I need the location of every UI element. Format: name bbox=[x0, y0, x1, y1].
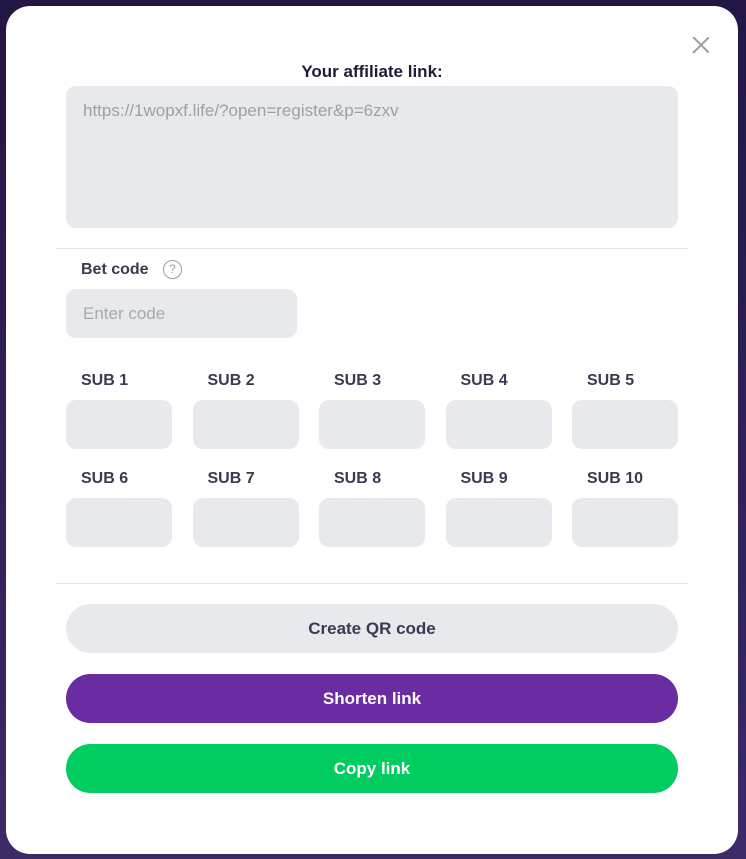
copy-link-button[interactable]: Copy link bbox=[66, 744, 678, 793]
affiliate-link-field[interactable]: https://1wopxf.life/?open=register&p=6zx… bbox=[66, 86, 678, 228]
sub-4-input[interactable] bbox=[445, 400, 552, 449]
affiliate-link-modal: Your affiliate link: https://1wopxf.life… bbox=[6, 6, 738, 854]
divider bbox=[56, 583, 688, 584]
sub-label: SUB 3 bbox=[334, 372, 382, 389]
create-qr-code-button[interactable]: Create QR code bbox=[66, 604, 678, 653]
sub-label: SUB 1 bbox=[81, 372, 129, 389]
sub-label: SUB 4 bbox=[460, 372, 508, 389]
sub-2-input[interactable] bbox=[192, 400, 299, 449]
help-icon[interactable]: ? bbox=[163, 260, 182, 279]
shorten-link-button[interactable]: Shorten link bbox=[66, 674, 678, 723]
sub-label: SUB 6 bbox=[81, 470, 129, 487]
bet-code-input[interactable] bbox=[66, 289, 297, 338]
sub-5-input[interactable] bbox=[572, 400, 678, 449]
sub-10-input[interactable] bbox=[572, 498, 678, 547]
modal-title: Your affiliate link: bbox=[301, 62, 443, 81]
bet-code-label: Bet code bbox=[81, 261, 149, 278]
sub-label: SUB 5 bbox=[587, 372, 635, 389]
close-icon[interactable] bbox=[690, 34, 712, 56]
sub-8-input[interactable] bbox=[319, 498, 425, 547]
divider bbox=[56, 248, 688, 249]
sub-label: SUB 8 bbox=[334, 470, 382, 487]
sub-label: SUB 2 bbox=[207, 372, 255, 389]
sub-1-input[interactable] bbox=[66, 400, 172, 449]
sub-9-input[interactable] bbox=[445, 498, 552, 547]
sub-7-input[interactable] bbox=[192, 498, 299, 547]
sub-label: SUB 7 bbox=[207, 470, 255, 487]
sub-label: SUB 9 bbox=[460, 470, 508, 487]
sub-label: SUB 10 bbox=[587, 470, 644, 487]
sub-3-input[interactable] bbox=[319, 400, 425, 449]
sub-6-input[interactable] bbox=[66, 498, 172, 547]
